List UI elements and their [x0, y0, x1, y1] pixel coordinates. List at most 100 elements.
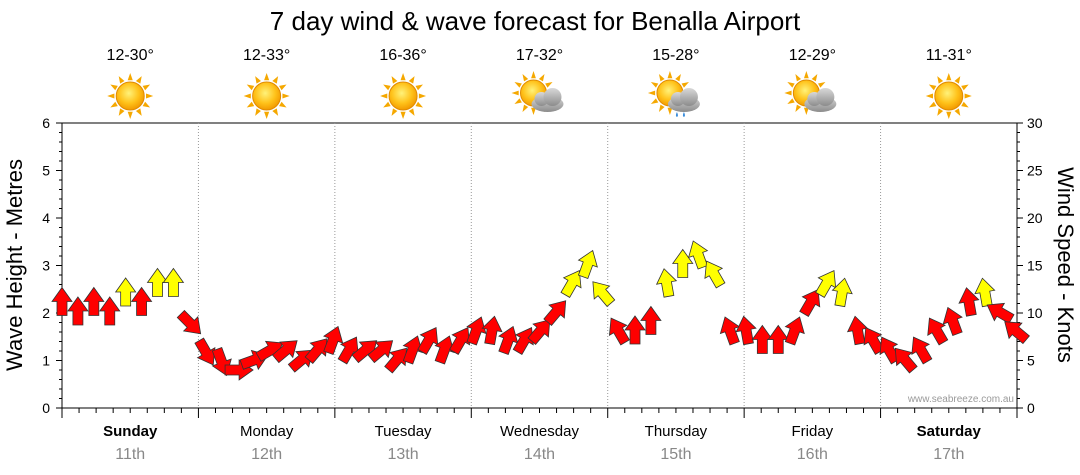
- sun-ray: [118, 108, 125, 116]
- wind-arrow: [130, 286, 153, 316]
- wind-arrow: [417, 327, 439, 355]
- temperature-label: 12-30°: [107, 47, 154, 64]
- sun-ray: [964, 93, 972, 99]
- temperature-label: 16-36°: [379, 47, 426, 64]
- wind-arrow: [337, 336, 359, 365]
- sun-ray: [514, 98, 522, 104]
- chart-title: 7 day wind & wave forecast for Benalla A…: [270, 6, 801, 36]
- rain-drop: [682, 112, 685, 117]
- wind-arrow: [527, 319, 551, 345]
- sun-ray: [650, 82, 659, 88]
- sun-icon: [243, 73, 290, 119]
- y-axis-left-label: Wave Height - Metres: [2, 159, 27, 371]
- partly-cloudy-icon: [784, 71, 837, 115]
- wind-arrow: [114, 277, 137, 307]
- sun-ray: [391, 108, 398, 116]
- wind-arrow-shape: [624, 315, 646, 345]
- sun-ray: [795, 104, 802, 113]
- wind-arrow-shape: [608, 317, 630, 346]
- y-right-tick-label: 30: [1027, 115, 1043, 131]
- sun-ray: [383, 101, 391, 108]
- wind-arrow-shape: [337, 336, 359, 365]
- sun-ray: [928, 101, 937, 108]
- x-day-label: Monday: [240, 423, 294, 440]
- wind-arrow: [1004, 321, 1030, 345]
- wind-arrow-shape: [527, 319, 551, 345]
- wind-arrow-shape: [974, 277, 996, 308]
- y-left-tick-label: 4: [42, 210, 50, 226]
- wind-arrow-shape: [986, 302, 1015, 324]
- y-left-tick-label: 1: [42, 353, 50, 369]
- wind-arrow: [146, 267, 169, 297]
- wind-arrow-shape: [560, 270, 582, 298]
- sun-ray: [135, 108, 142, 116]
- cloud: [531, 88, 564, 112]
- sun-disc: [388, 81, 418, 111]
- wind-arrow-shape: [958, 287, 980, 317]
- sun-ray: [415, 84, 423, 91]
- rain-drop: [675, 112, 678, 117]
- sun-ray: [531, 71, 536, 79]
- cloud-part: [543, 88, 562, 106]
- sun-ray: [408, 76, 415, 84]
- wind-arrow-shape: [815, 270, 837, 298]
- sun-ray: [658, 73, 665, 82]
- y-axis-right-label: Wind Speed - Knots: [1053, 167, 1078, 363]
- sun-ray: [675, 73, 681, 82]
- wind-arrow: [481, 315, 503, 346]
- wind-arrow-shape: [767, 324, 790, 354]
- sun-ray: [415, 101, 423, 108]
- x-day-label: Tuesday: [375, 423, 432, 440]
- y-right-tick-label: 0: [1027, 400, 1035, 416]
- wind-arrow-shape: [735, 315, 757, 346]
- sun-ray: [246, 101, 255, 108]
- sun-ray: [937, 76, 944, 84]
- wind-arrow-shape: [194, 337, 216, 366]
- wind-arrow: [784, 316, 805, 346]
- plot-area: [61, 122, 1018, 409]
- sun-ray: [961, 101, 969, 108]
- sun-ray: [246, 84, 255, 91]
- wind-arrow: [624, 315, 646, 345]
- temperature-label: 17-32°: [516, 47, 563, 64]
- sun-ray: [272, 76, 279, 84]
- wind-arrow-shape: [114, 277, 137, 307]
- sun-ray: [954, 108, 961, 116]
- wind-arrow-shape: [942, 306, 963, 336]
- sun-ray: [946, 111, 952, 119]
- wind-arrow: [592, 281, 616, 307]
- wind-arrow-shape: [98, 296, 121, 326]
- x-date-label: 14th: [524, 446, 555, 463]
- rain-shower-icon: [647, 71, 700, 117]
- x-date-label: 17th: [933, 446, 964, 463]
- sun-ray: [954, 76, 961, 84]
- sun-ray: [400, 111, 406, 119]
- sun-ray: [380, 93, 388, 99]
- x-date-label: 13th: [388, 446, 419, 463]
- sun-ray: [107, 93, 115, 99]
- sun-ray: [522, 73, 529, 82]
- sun-ray: [282, 93, 290, 99]
- wind-arrow-shape: [927, 317, 949, 346]
- wind-arrow: [974, 277, 996, 308]
- wind-arrow-shape: [543, 300, 567, 326]
- sun-ray: [787, 98, 795, 104]
- wind-arrow-shape: [481, 315, 503, 346]
- temperature-label: 11-31°: [926, 47, 972, 64]
- sun-ray: [538, 73, 545, 82]
- partly-cloudy-icon: [511, 71, 564, 115]
- sun-ray: [264, 111, 270, 119]
- sun-ray: [383, 84, 391, 91]
- sun-ray: [400, 73, 406, 81]
- sun-ray: [418, 93, 427, 99]
- x-day-label: Thursday: [645, 423, 708, 440]
- sun-ray: [255, 108, 261, 116]
- wind-arrow: [98, 296, 121, 326]
- cloud: [804, 88, 837, 112]
- y-left-tick-label: 2: [42, 305, 50, 321]
- y-right-tick-label: 10: [1027, 305, 1043, 321]
- cloud: [667, 88, 700, 112]
- wind-arrow: [323, 325, 344, 355]
- sun-ray: [272, 108, 279, 116]
